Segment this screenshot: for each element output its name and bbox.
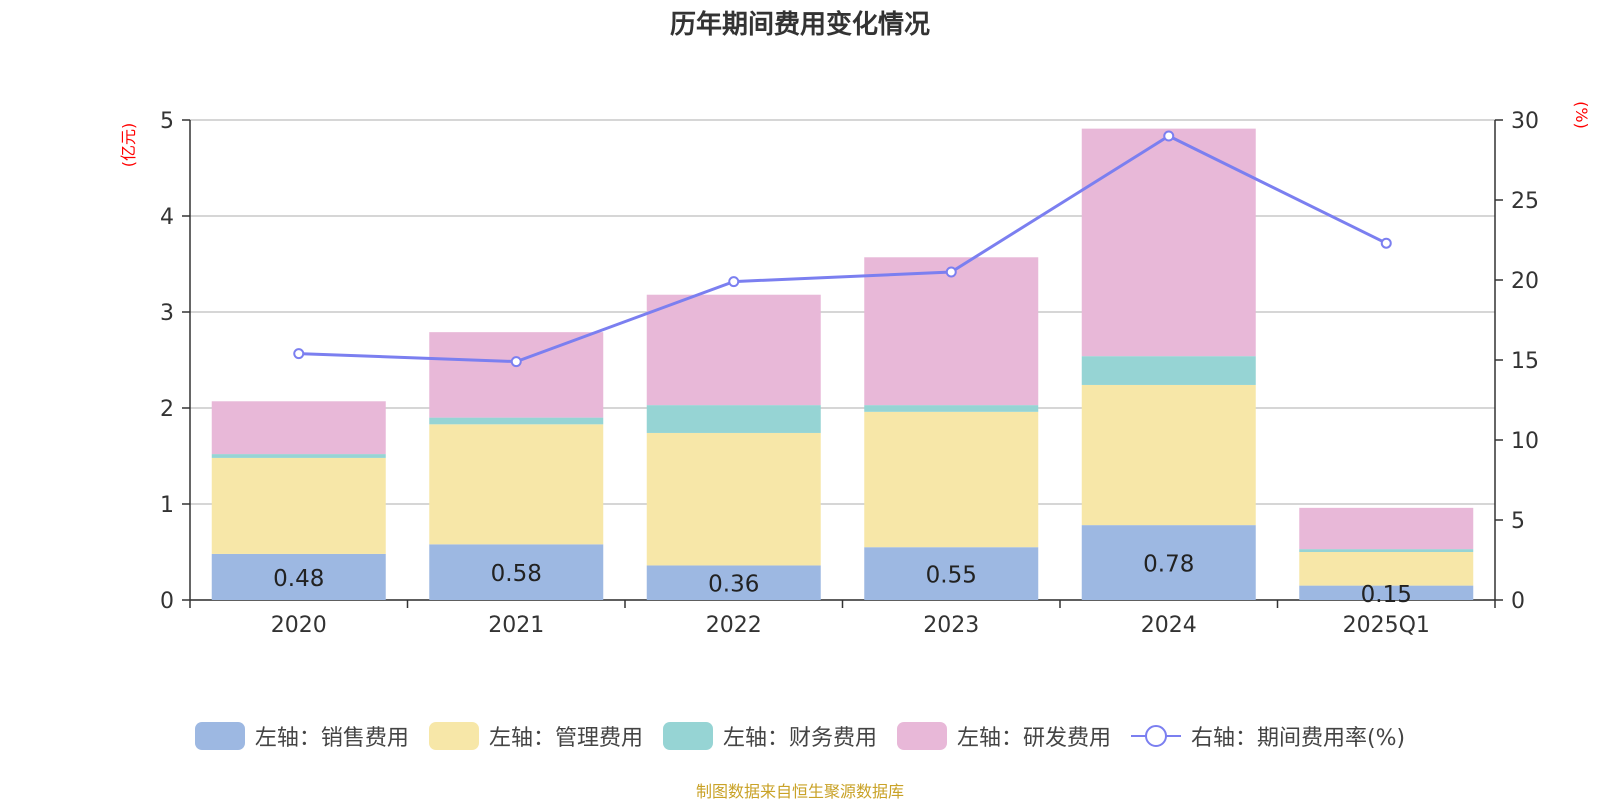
bar-segment-sales bbox=[646, 565, 821, 600]
bar-segment-admin bbox=[864, 411, 1039, 548]
data-label-sales: 0.58 bbox=[491, 561, 542, 587]
legend-swatch-rnd bbox=[896, 722, 947, 750]
legend-swatch-admin bbox=[428, 722, 479, 750]
rate-point bbox=[1163, 130, 1175, 142]
x-axis-label: 2023 bbox=[923, 613, 979, 638]
bar-segment-rnd bbox=[1299, 507, 1474, 550]
bar-segment-finance bbox=[1081, 356, 1256, 385]
right-axis-tick-label: 30 bbox=[1511, 109, 1539, 134]
bar-segment-finance bbox=[1299, 549, 1474, 552]
right-axis-tick-label: 15 bbox=[1511, 349, 1539, 374]
bar-segment-rnd bbox=[864, 257, 1039, 406]
data-label-sales: 0.15 bbox=[1361, 582, 1412, 608]
data-label-sales: 0.78 bbox=[1143, 552, 1194, 578]
left-axis-tick-label: 4 bbox=[160, 205, 174, 230]
source-note: 制图数据来自恒生聚源数据库 bbox=[695, 782, 904, 801]
bar-segment-rnd bbox=[646, 294, 821, 406]
rate-line bbox=[298, 134, 1387, 364]
right-axis-tick-label: 10 bbox=[1511, 429, 1539, 454]
right-axis-tick-label: 0 bbox=[1511, 589, 1525, 614]
bar-segment-sales bbox=[1299, 585, 1474, 600]
legend-item-admin[interactable]: 左轴：管理费用 bbox=[428, 720, 643, 752]
bar-segment-admin bbox=[1081, 384, 1256, 526]
left-axis-tick-label: 1 bbox=[160, 493, 174, 518]
left-axis-tick-label: 5 bbox=[160, 109, 174, 134]
legend-swatch-finance bbox=[662, 722, 713, 750]
data-label-sales: 0.55 bbox=[926, 563, 977, 589]
bar-segment-admin bbox=[1299, 552, 1474, 586]
bar-segment-admin bbox=[429, 424, 604, 545]
legend-label-finance: 左轴：财务费用 bbox=[722, 726, 877, 751]
rate-point bbox=[293, 348, 305, 360]
legend-swatch-sales bbox=[194, 722, 245, 750]
bar-segment-finance bbox=[429, 417, 604, 425]
right-axis-tick-label: 20 bbox=[1511, 269, 1539, 294]
bar-segment-sales bbox=[1081, 525, 1256, 600]
legend: 左轴：销售费用 左轴：管理费用 左轴：财务费用 左轴：研发费用 右轴：期间费用率… bbox=[0, 718, 1600, 754]
legend-item-sales[interactable]: 左轴：销售费用 bbox=[194, 720, 409, 752]
bar-segment-finance bbox=[646, 405, 821, 433]
bar-segment-rnd bbox=[429, 332, 604, 418]
bar-segment-finance bbox=[211, 454, 386, 458]
x-axis-label: 2022 bbox=[706, 613, 762, 638]
x-axis-label: 2021 bbox=[488, 613, 544, 638]
data-label-sales: 0.48 bbox=[273, 566, 324, 592]
right-axis-tick-label: 25 bbox=[1511, 189, 1539, 214]
left-axis-tick-label: 2 bbox=[160, 397, 174, 422]
legend-line-icon bbox=[1130, 725, 1181, 747]
left-axis-unit: (亿元) bbox=[119, 123, 138, 168]
bar-segment-sales bbox=[429, 544, 604, 600]
right-axis-tick-label: 5 bbox=[1511, 509, 1525, 534]
chart-title: 历年期间费用变化情况 bbox=[669, 10, 930, 40]
left-axis-tick-label: 3 bbox=[160, 301, 174, 326]
bar-segment-rnd bbox=[1081, 128, 1256, 357]
legend-item-finance[interactable]: 左轴：财务费用 bbox=[662, 720, 877, 752]
left-axis-tick-label: 0 bbox=[160, 589, 174, 614]
legend-item-rnd[interactable]: 左轴：研发费用 bbox=[896, 720, 1111, 752]
legend-label-admin: 左轴：管理费用 bbox=[488, 726, 643, 751]
bar-segment-finance bbox=[864, 405, 1039, 412]
rate-point bbox=[945, 266, 957, 278]
rate-point bbox=[728, 276, 740, 288]
rate-point bbox=[510, 356, 522, 368]
bar-segment-admin bbox=[211, 457, 386, 554]
bar-segment-rnd bbox=[211, 401, 386, 455]
bar-segment-admin bbox=[646, 432, 821, 566]
legend-item-rate[interactable]: 右轴：期间费用率(%) bbox=[1130, 720, 1406, 752]
data-label-sales: 0.36 bbox=[708, 572, 759, 598]
rate-point bbox=[1380, 237, 1392, 249]
x-axis-label: 2025Q1 bbox=[1343, 613, 1430, 638]
legend-label-sales: 左轴：销售费用 bbox=[254, 726, 409, 751]
x-axis-label: 2024 bbox=[1141, 613, 1197, 638]
legend-label-rate: 右轴：期间费用率(%) bbox=[1190, 726, 1406, 751]
x-axis-label: 2020 bbox=[271, 613, 327, 638]
right-axis-unit: (%) bbox=[1572, 101, 1591, 129]
bar-segment-sales bbox=[864, 547, 1039, 600]
legend-label-rnd: 左轴：研发费用 bbox=[956, 726, 1111, 751]
bar-segment-sales bbox=[211, 553, 386, 600]
